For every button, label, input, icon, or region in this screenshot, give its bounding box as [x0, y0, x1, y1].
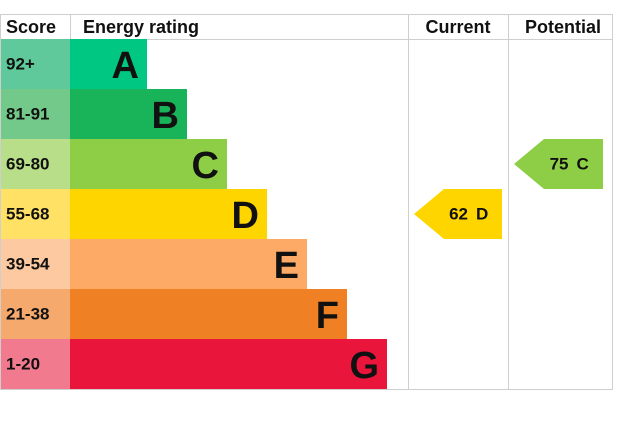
rating-bar: [70, 239, 307, 289]
potential-letter: C: [577, 155, 589, 174]
score-label: 81-91: [6, 105, 49, 124]
score-label: 69-80: [6, 155, 49, 174]
rating-letter: A: [112, 45, 139, 87]
potential-arrow: [514, 139, 603, 189]
rating-bar: [70, 189, 267, 239]
rating-bar: [70, 89, 187, 139]
score-label: 55-68: [6, 205, 49, 224]
score-label: 92+: [6, 55, 35, 74]
score-cell: [1, 289, 70, 339]
score-label: 39-54: [6, 255, 50, 274]
rating-letter: C: [192, 145, 219, 187]
score-cell: [1, 139, 70, 189]
score-cell: [1, 189, 70, 239]
table-grid: [0, 14, 613, 390]
score-label: 1-20: [6, 355, 40, 374]
rating-bar: [70, 39, 147, 89]
score-cell: [1, 89, 70, 139]
header-current: Current: [425, 17, 490, 37]
score-cell: [1, 239, 70, 289]
score-cell: [1, 39, 70, 89]
header-score: Score: [6, 17, 56, 37]
rating-bar: [70, 139, 227, 189]
current-letter: D: [476, 205, 488, 224]
header-potential: Potential: [525, 17, 601, 37]
header-rating: Energy rating: [83, 17, 199, 37]
rating-letter: E: [274, 245, 299, 287]
current-value: 62: [449, 205, 468, 224]
potential-value: 75: [550, 155, 569, 174]
current-arrow: [414, 189, 502, 239]
score-label: 21-38: [6, 305, 49, 324]
rating-letter: B: [152, 95, 179, 137]
rating-letter: F: [316, 295, 339, 337]
rating-bar: [70, 289, 347, 339]
rating-bar: [70, 339, 387, 389]
score-cell: [1, 339, 70, 389]
rating-letter: D: [232, 195, 259, 237]
rating-letter: G: [349, 345, 379, 387]
